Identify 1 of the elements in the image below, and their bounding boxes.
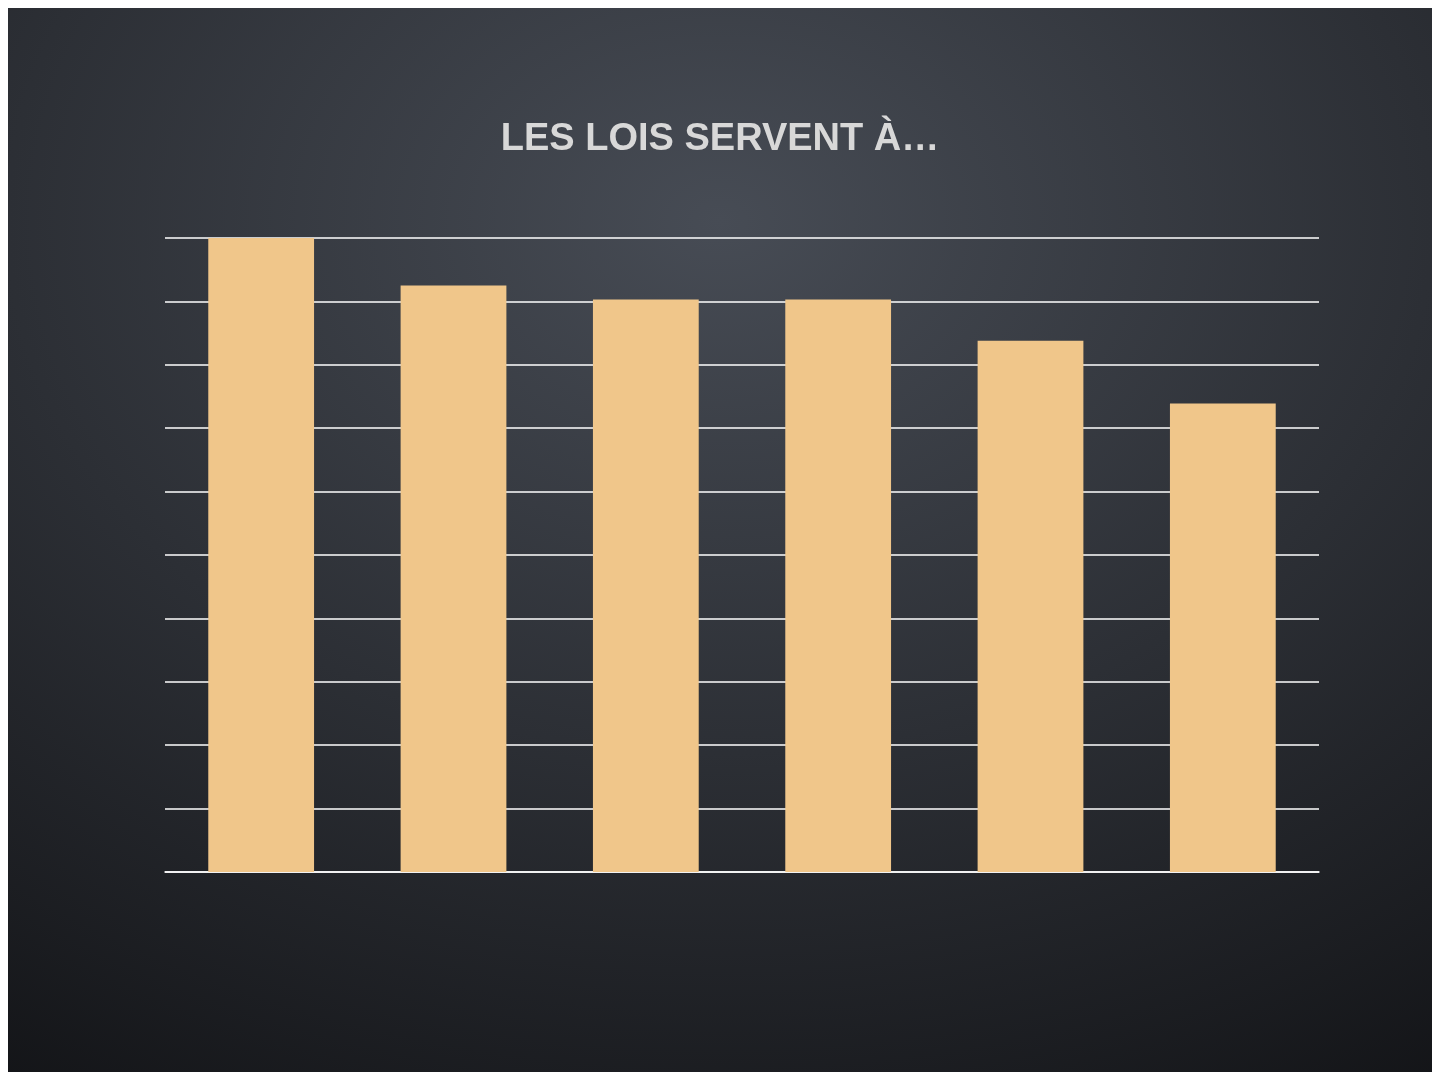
chart-title: LES LOIS SERVENT À… <box>500 115 940 158</box>
